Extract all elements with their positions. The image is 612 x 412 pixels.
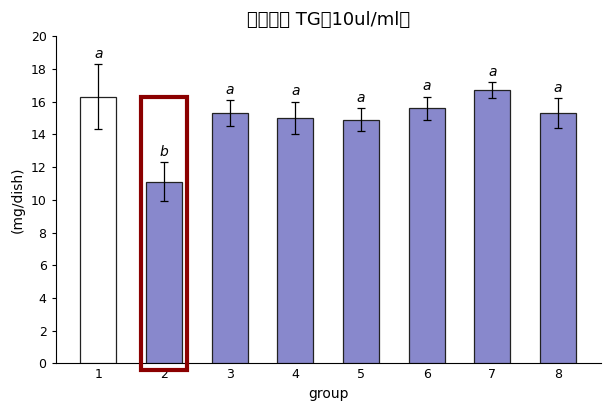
Bar [540, 113, 576, 363]
Text: a: a [291, 84, 300, 98]
X-axis label: group: group [308, 387, 348, 401]
Bar [409, 108, 445, 363]
Text: a: a [554, 81, 562, 95]
Text: a: a [422, 80, 431, 94]
Bar [277, 118, 313, 363]
Bar [146, 182, 182, 363]
Bar [80, 97, 116, 363]
Text: a: a [225, 83, 234, 97]
Bar [212, 113, 248, 363]
Text: a: a [488, 65, 496, 79]
Bar [474, 90, 510, 363]
Title: 열수추출 TG（10ul/ml）: 열수추출 TG（10ul/ml） [247, 11, 410, 29]
Text: a: a [94, 47, 103, 61]
Y-axis label: (mg/dish): (mg/dish) [11, 166, 25, 233]
Bar [343, 119, 379, 363]
Bar [141, 97, 187, 370]
Text: a: a [357, 91, 365, 105]
Text: b: b [160, 145, 168, 159]
